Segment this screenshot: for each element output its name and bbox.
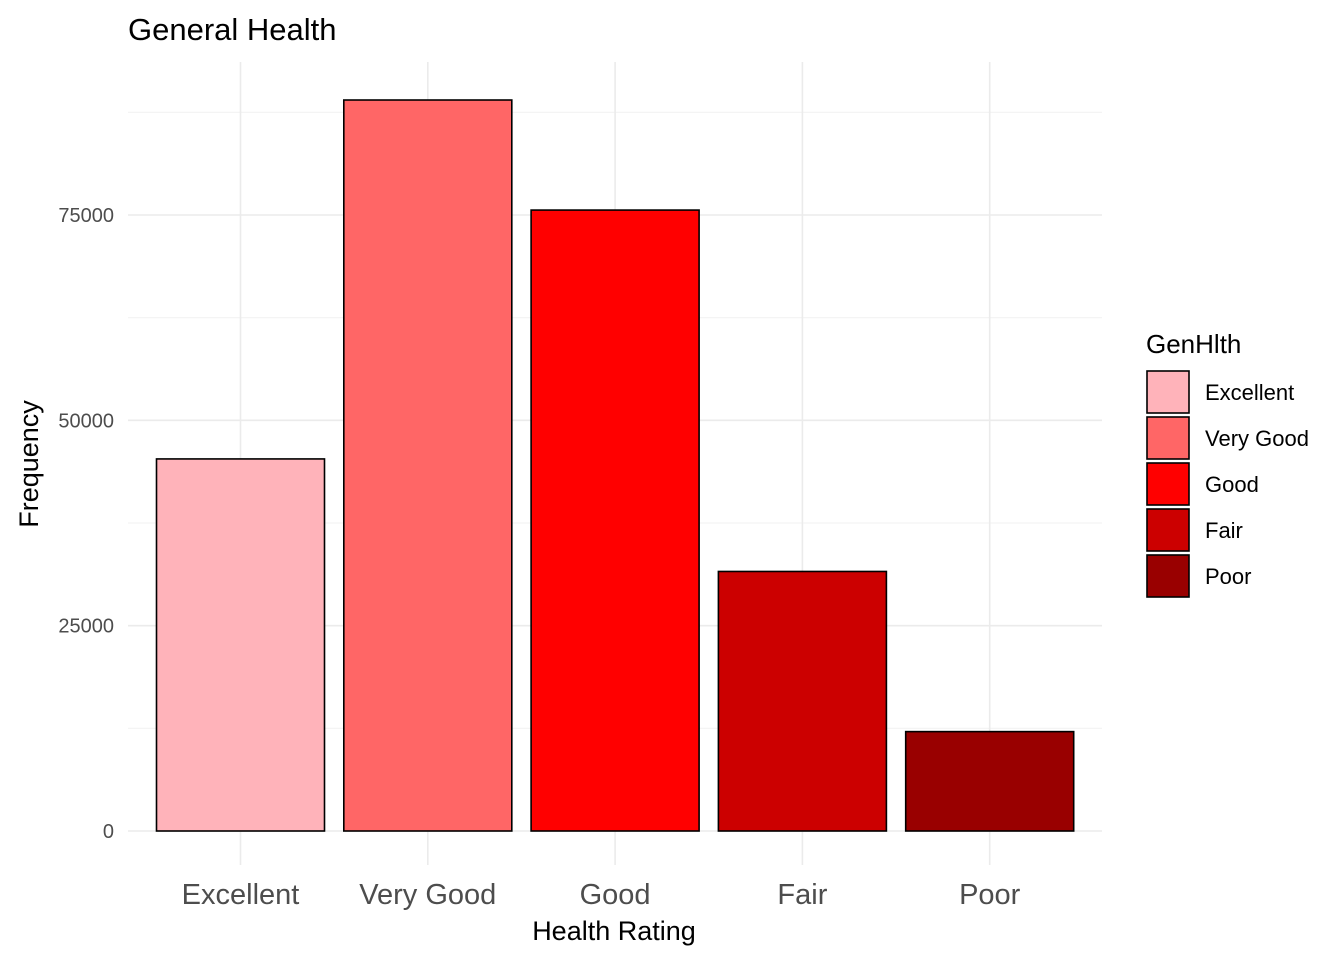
x-tick-label: Excellent [182, 879, 300, 911]
bar-good [530, 209, 700, 832]
y-tick-label: 50000 [58, 410, 114, 432]
legend-label: Excellent [1205, 380, 1294, 405]
x-tick-label: Fair [777, 879, 827, 911]
x-axis-title: Health Rating [532, 916, 696, 946]
legend-label: Good [1205, 472, 1259, 497]
x-axis-ticks: Excellent Very Good Good Fair Poor [182, 879, 1021, 911]
legend-key [1146, 554, 1190, 598]
legend-label: Very Good [1205, 426, 1309, 451]
bar-very-good [342, 99, 513, 832]
bars [155, 99, 1075, 832]
y-tick-label: 25000 [58, 616, 114, 638]
legend-key [1146, 508, 1190, 552]
legend: GenHlth Excellent Very Good Good Fair Poor [1146, 329, 1309, 598]
chart-title: General Health [128, 12, 337, 47]
legend-label: Poor [1205, 564, 1251, 589]
bar-fair [717, 570, 888, 832]
legend-key [1146, 462, 1190, 506]
y-axis-ticks: 0 25000 50000 75000 [58, 205, 114, 843]
legend-key [1146, 370, 1190, 414]
x-tick-label: Poor [959, 879, 1021, 911]
legend-key [1146, 416, 1190, 460]
y-tick-label: 75000 [58, 205, 114, 227]
y-tick-label: 0 [103, 821, 114, 843]
x-tick-label: Very Good [359, 879, 496, 911]
x-tick-label: Good [580, 879, 651, 911]
legend-label: Fair [1205, 518, 1243, 543]
bar-poor [904, 730, 1075, 832]
bar-excellent [155, 458, 326, 832]
y-axis-title: Frequency [14, 400, 44, 528]
legend-title: GenHlth [1146, 329, 1241, 359]
